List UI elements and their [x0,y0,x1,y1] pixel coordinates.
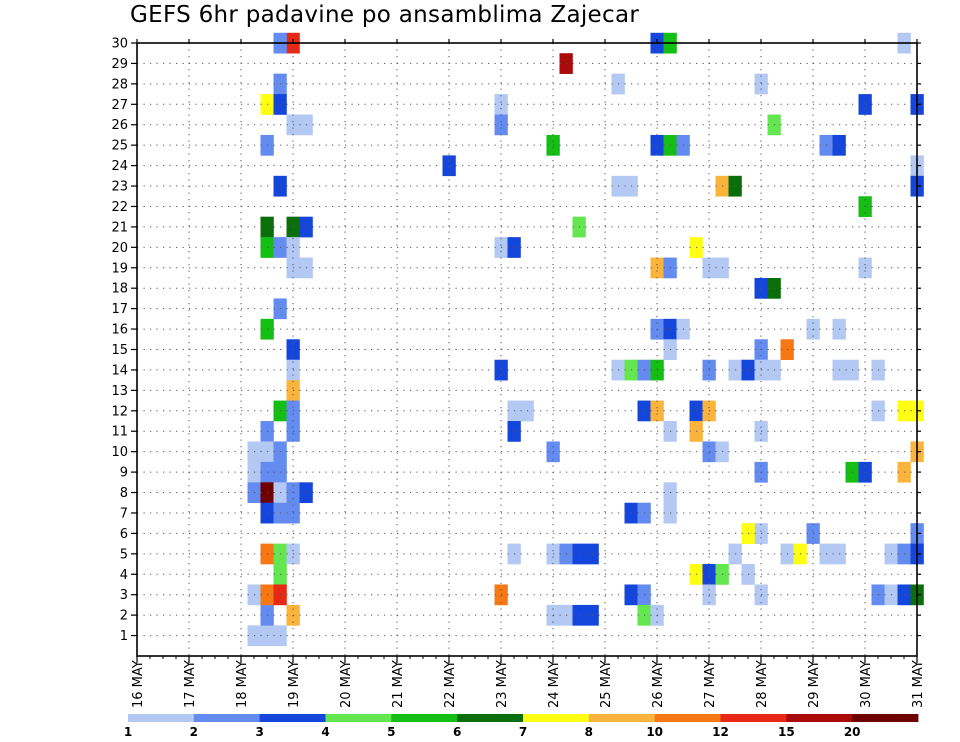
colorbar-swatch [128,714,195,722]
colorbar-label: 15 [778,725,795,739]
x-tick-label: 25 MAY [599,660,614,708]
colorbar-label: 3 [255,725,263,739]
x-tick-label: 31 MAY [911,660,926,708]
y-tick-label: 14 [111,363,128,378]
y-tick-label: 4 [120,568,128,583]
grid-lines [137,42,917,656]
colorbar-swatch [193,714,261,722]
y-tick-label: 30 [111,37,128,52]
colorbar-swatch [457,714,524,722]
colorbar-label: 8 [585,725,593,739]
x-tick-label: 22 MAY [443,660,458,708]
colorbar-label: 20 [844,725,861,739]
x-tick-label: 28 MAY [755,660,770,708]
x-tick-label: 17 MAY [183,660,198,708]
y-tick-label: 11 [111,425,128,440]
y-tick-label: 5 [120,547,128,562]
y-axis: 1234567891011121314151617181920212223242… [111,37,921,644]
x-tick-label: 19 MAY [287,660,302,708]
y-tick-label: 20 [111,241,128,256]
colorbar: 1 2 3 4 5 6 7 8 10 12 15 20 [124,714,919,739]
colorbar-label: 5 [387,725,395,739]
x-tick-label: 21 MAY [391,660,406,708]
colorbar-swatch [786,714,853,722]
y-tick-label: 2 [120,609,128,624]
y-tick-label: 12 [111,404,128,419]
colorbar-label: 4 [321,725,329,739]
y-tick-label: 17 [111,302,128,317]
x-tick-label: 29 MAY [807,660,822,708]
x-tick-label: 26 MAY [651,660,666,708]
colorbar-swatch [325,714,392,722]
y-tick-label: 26 [111,118,128,133]
y-tick-label: 27 [111,98,128,113]
colorbar-label: 7 [519,725,527,739]
y-tick-label: 21 [111,220,128,235]
colorbar-label: 1 [124,725,132,739]
y-tick-label: 24 [111,159,128,174]
colorbar-swatch [720,714,787,722]
y-tick-label: 6 [120,527,128,542]
x-tick-label: 16 MAY [131,660,146,708]
colorbar-swatch [391,714,458,722]
y-tick-label: 10 [111,445,128,460]
y-tick-label: 3 [120,588,128,603]
x-axis: 16 MAY 17 MAY 18 MAY 19 MAY 20 MAY 21 MAY 22 M… [131,39,926,708]
colorbar-swatch [654,714,721,722]
y-tick-label: 29 [111,57,128,72]
x-tick-label: 27 MAY [703,660,718,708]
colorbar-swatch [588,714,656,722]
colorbar-swatch [523,714,590,722]
x-tick-label: 20 MAY [339,660,354,708]
y-tick-label: 18 [111,282,128,297]
colorbar-label: 10 [646,725,663,739]
y-tick-label: 13 [111,384,128,399]
x-tick-label: 24 MAY [547,660,562,708]
colorbar-label: 6 [453,725,461,739]
colorbar-swatch [852,714,919,722]
y-tick-label: 8 [120,486,128,501]
x-tick-label: 18 MAY [235,660,250,708]
colorbar-swatch [259,714,326,722]
x-tick-label: 23 MAY [495,660,510,708]
y-tick-label: 1 [120,629,128,644]
y-tick-label: 23 [111,180,128,195]
y-tick-label: 25 [111,139,128,154]
y-tick-label: 28 [111,77,128,92]
chart-title: GEFS 6hr padavine po ansamblima Zajecar [130,2,640,28]
x-tick-label: 30 MAY [859,660,874,708]
y-tick-label: 19 [111,261,128,276]
y-tick-label: 15 [111,343,128,358]
colorbar-label: 2 [190,725,198,739]
y-tick-label: 16 [111,323,128,338]
colorbar-label: 12 [712,725,729,739]
y-tick-label: 9 [120,466,128,481]
y-tick-label: 7 [120,506,128,521]
y-tick-label: 22 [111,200,128,215]
